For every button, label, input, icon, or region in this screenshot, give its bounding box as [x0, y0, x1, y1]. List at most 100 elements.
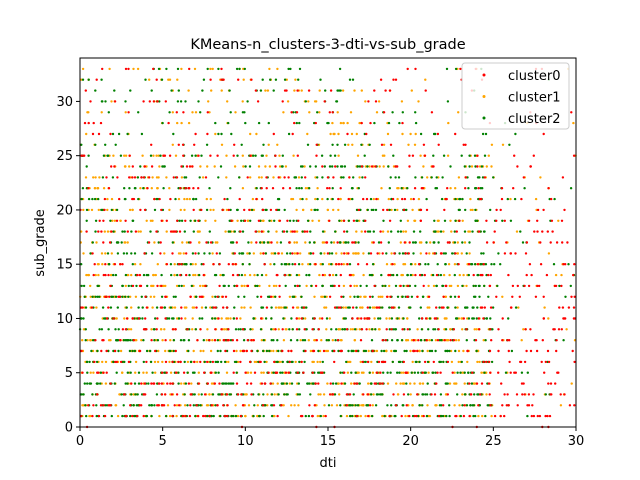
data-point [214, 360, 217, 364]
data-point [103, 414, 107, 418]
data-point [376, 252, 379, 255]
data-point [270, 339, 273, 342]
data-point [171, 111, 174, 114]
data-point [321, 360, 324, 364]
data-point [465, 284, 468, 288]
data-point [550, 197, 553, 201]
data-point [100, 208, 103, 212]
data-point [187, 89, 190, 92]
data-point [414, 284, 417, 288]
data-point [149, 360, 153, 364]
data-point [87, 154, 90, 157]
data-point [188, 273, 191, 277]
data-point [434, 317, 438, 320]
data-point [114, 328, 117, 331]
data-point [385, 328, 388, 331]
data-point [422, 165, 425, 168]
data-point [234, 263, 237, 266]
data-point [235, 241, 238, 244]
data-point [508, 339, 511, 342]
data-point [199, 360, 202, 364]
data-point [192, 284, 195, 288]
data-point [454, 67, 458, 71]
data-point [249, 328, 252, 331]
data-point [172, 339, 176, 342]
data-point [127, 67, 130, 71]
data-point [292, 111, 295, 114]
data-point [195, 404, 198, 407]
data-point [291, 132, 294, 136]
data-point [479, 273, 482, 277]
data-point [472, 414, 475, 418]
data-point [461, 197, 464, 201]
data-point [434, 132, 437, 136]
data-point [332, 208, 335, 212]
data-point [382, 208, 385, 212]
data-point [270, 328, 273, 331]
data-point [501, 219, 504, 222]
data-point [476, 263, 480, 266]
data-point [132, 414, 136, 418]
data-point [412, 349, 415, 353]
data-point [203, 371, 206, 374]
data-point [407, 143, 410, 146]
data-point [277, 176, 280, 179]
data-point [426, 176, 429, 179]
data-point [153, 360, 157, 364]
data-point [504, 371, 508, 374]
data-point [313, 100, 317, 103]
x-tick-label: 10 [237, 434, 254, 449]
data-point [540, 360, 543, 364]
data-point [385, 263, 389, 266]
data-point [130, 230, 133, 233]
data-point [495, 219, 498, 222]
data-point [102, 371, 105, 374]
data-point [85, 165, 88, 168]
data-point [305, 273, 308, 277]
data-point [122, 252, 126, 255]
data-point [359, 339, 363, 342]
data-point [334, 382, 338, 385]
data-point [260, 187, 263, 190]
data-point [565, 328, 568, 331]
data-point [355, 349, 358, 353]
data-point [298, 67, 302, 71]
data-point [467, 187, 470, 190]
data-point [131, 317, 134, 320]
data-point [313, 241, 316, 244]
data-point [492, 176, 495, 179]
data-point [290, 360, 293, 364]
data-point [480, 165, 484, 168]
data-point [249, 132, 252, 136]
data-point [150, 404, 153, 407]
data-point [418, 317, 421, 320]
data-point [174, 295, 177, 298]
data-point [288, 263, 291, 266]
data-point [555, 241, 559, 244]
data-point [557, 371, 560, 374]
data-point [552, 328, 555, 331]
data-point [100, 349, 103, 353]
data-point [84, 89, 88, 92]
data-point [97, 230, 100, 233]
data-point [250, 208, 254, 212]
data-point [165, 67, 168, 71]
data-point [250, 241, 253, 244]
data-point [265, 176, 268, 179]
data-point [351, 143, 354, 146]
data-point [191, 328, 194, 331]
data-point [283, 393, 286, 396]
data-point [183, 176, 186, 179]
data-point [503, 414, 506, 418]
data-point [168, 111, 171, 114]
data-point [160, 295, 164, 298]
data-point [239, 317, 242, 320]
data-point [181, 143, 185, 146]
data-point [326, 187, 329, 190]
data-point [312, 252, 315, 255]
data-point [423, 273, 426, 277]
data-point [177, 317, 181, 320]
data-point [454, 187, 457, 190]
data-point [156, 263, 159, 266]
data-point [420, 273, 424, 277]
